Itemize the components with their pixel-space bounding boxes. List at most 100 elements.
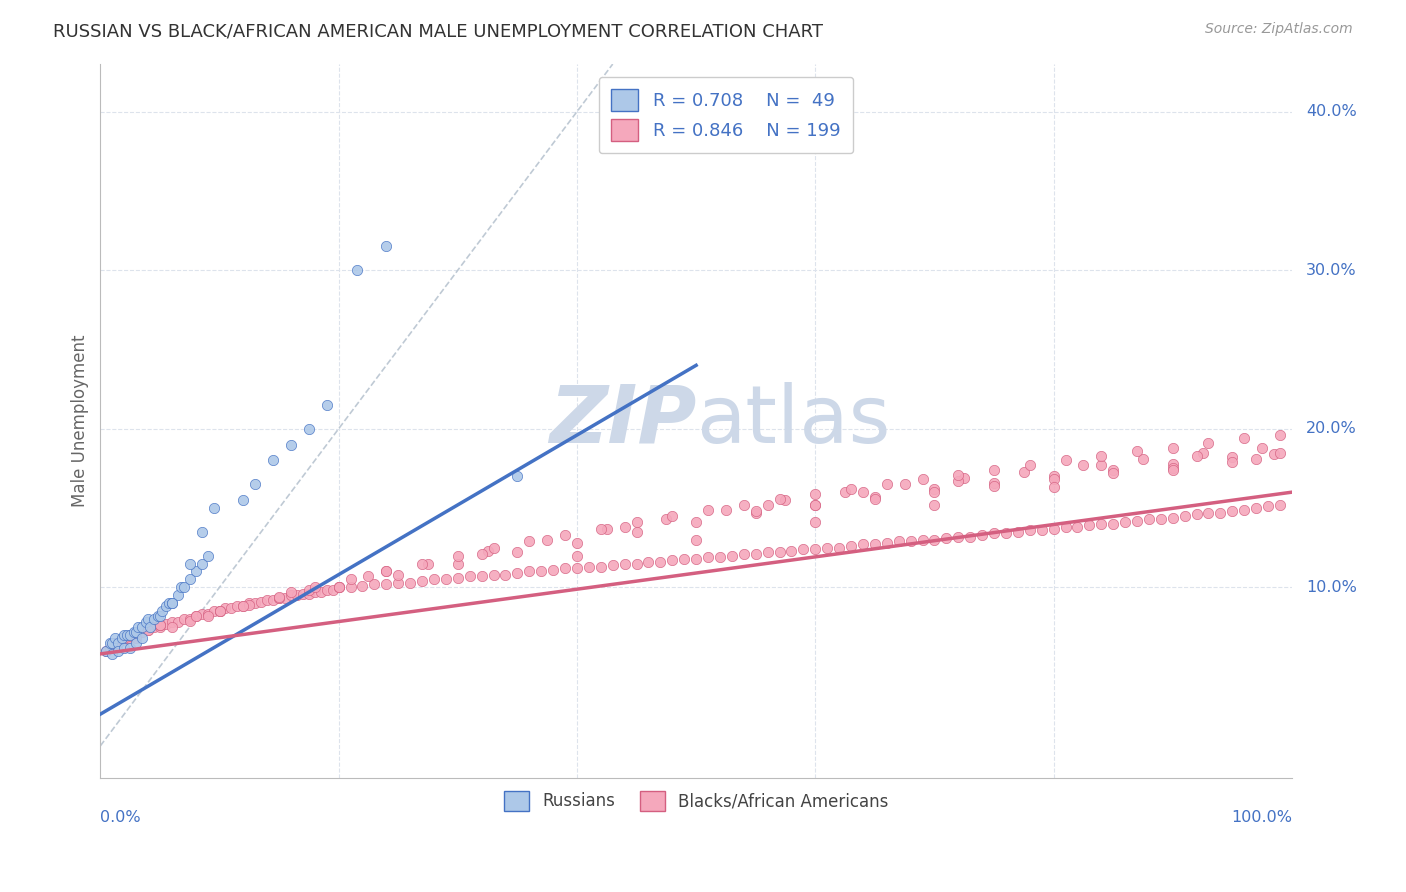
- Point: [98, 636, 121, 650]
- Point: [876, 477, 898, 491]
- Point: [983, 479, 1005, 493]
- Point: [107, 636, 129, 650]
- Point: [804, 498, 827, 512]
- Point: [697, 502, 720, 516]
- Point: [1042, 469, 1064, 483]
- Point: [285, 588, 308, 602]
- Point: [238, 596, 260, 610]
- Point: [626, 516, 648, 530]
- Point: [328, 580, 350, 594]
- Point: [1268, 498, 1291, 512]
- Point: [613, 520, 636, 534]
- Point: [482, 567, 505, 582]
- Point: [1018, 523, 1040, 537]
- Point: [96, 644, 118, 658]
- Point: [434, 573, 457, 587]
- Point: [994, 526, 1017, 541]
- Point: [1132, 451, 1154, 466]
- Point: [1257, 500, 1279, 514]
- Point: [1090, 458, 1112, 473]
- Point: [1114, 516, 1136, 530]
- Point: [1209, 506, 1232, 520]
- Point: [1220, 450, 1243, 465]
- Point: [1161, 463, 1184, 477]
- Point: [506, 545, 529, 559]
- Point: [1161, 510, 1184, 524]
- Text: 10.0%: 10.0%: [1306, 580, 1357, 595]
- Point: [155, 599, 177, 614]
- Point: [96, 644, 118, 658]
- Point: [115, 631, 138, 645]
- Point: [131, 631, 153, 645]
- Point: [972, 528, 994, 542]
- Point: [1090, 449, 1112, 463]
- Point: [876, 536, 898, 550]
- Point: [357, 569, 380, 583]
- Point: [554, 528, 576, 542]
- Point: [136, 623, 159, 637]
- Point: [111, 632, 134, 647]
- Point: [506, 566, 529, 580]
- Point: [107, 636, 129, 650]
- Point: [173, 612, 195, 626]
- Point: [1263, 447, 1285, 461]
- Point: [125, 624, 148, 639]
- Point: [839, 482, 862, 496]
- Point: [1102, 516, 1125, 531]
- Point: [983, 475, 1005, 490]
- Point: [112, 640, 135, 655]
- Point: [160, 620, 183, 634]
- Point: [1185, 508, 1208, 522]
- Point: [160, 596, 183, 610]
- Point: [184, 608, 207, 623]
- Point: [756, 545, 779, 559]
- Point: [565, 536, 588, 550]
- Point: [120, 640, 142, 655]
- Point: [375, 565, 398, 579]
- Point: [179, 614, 201, 628]
- Point: [309, 585, 332, 599]
- Point: [596, 522, 619, 536]
- Point: [280, 588, 302, 602]
- Point: [179, 612, 201, 626]
- Point: [101, 636, 124, 650]
- Point: [112, 628, 135, 642]
- Text: 40.0%: 40.0%: [1306, 104, 1357, 120]
- Point: [626, 524, 648, 539]
- Text: 100.0%: 100.0%: [1230, 810, 1292, 825]
- Point: [839, 539, 862, 553]
- Point: [104, 636, 127, 650]
- Point: [173, 580, 195, 594]
- Point: [262, 453, 284, 467]
- Point: [135, 615, 157, 630]
- Point: [1090, 516, 1112, 531]
- Point: [650, 555, 672, 569]
- Point: [262, 593, 284, 607]
- Point: [104, 631, 127, 645]
- Point: [298, 583, 321, 598]
- Point: [131, 624, 153, 639]
- Point: [953, 471, 976, 485]
- Point: [208, 604, 231, 618]
- Point: [125, 636, 148, 650]
- Point: [721, 549, 744, 563]
- Point: [214, 601, 236, 615]
- Point: [232, 493, 254, 508]
- Point: [1073, 458, 1095, 473]
- Point: [221, 601, 243, 615]
- Point: [959, 530, 981, 544]
- Point: [983, 463, 1005, 477]
- Point: [1244, 451, 1267, 466]
- Point: [1161, 461, 1184, 475]
- Point: [166, 615, 188, 630]
- Point: [1268, 445, 1291, 459]
- Point: [661, 508, 683, 523]
- Point: [387, 575, 409, 590]
- Point: [339, 573, 361, 587]
- Text: 0.0%: 0.0%: [100, 810, 141, 825]
- Point: [517, 534, 540, 549]
- Point: [554, 561, 576, 575]
- Point: [125, 628, 148, 642]
- Point: [1066, 520, 1088, 534]
- Point: [122, 624, 145, 639]
